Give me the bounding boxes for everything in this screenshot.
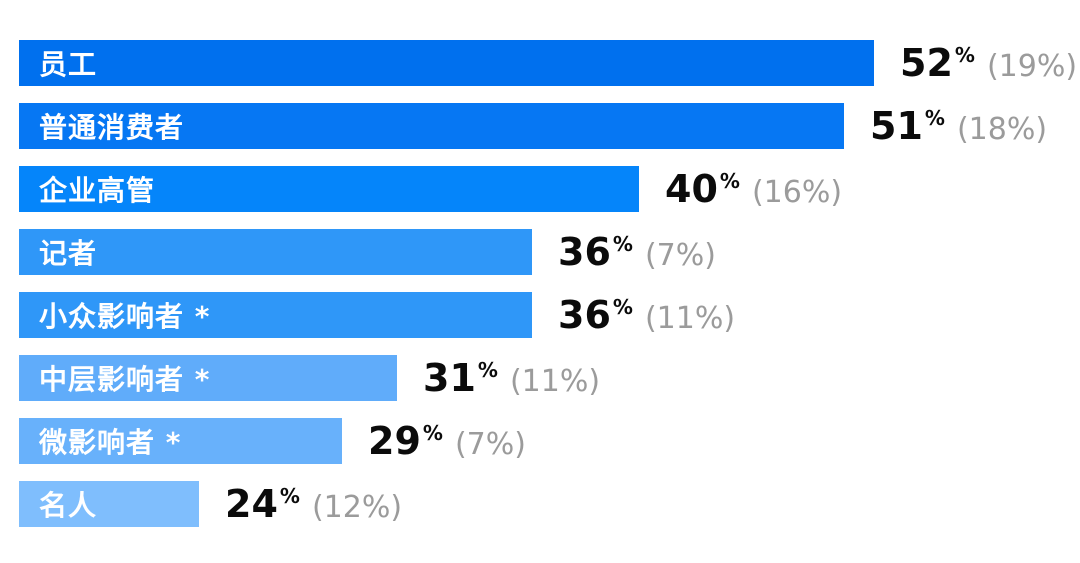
bar-value-parenthetical: (16%) xyxy=(751,175,843,210)
bar-value: 24% (12%) xyxy=(225,482,402,526)
bar-value: 31% (11%) xyxy=(423,356,600,400)
bar-value-parenthetical: (11%) xyxy=(509,364,601,399)
percent-sign: % xyxy=(924,106,945,130)
bar-category-label: 中层影响者 * xyxy=(39,363,211,396)
bar-value-parenthetical: (7%) xyxy=(644,238,716,273)
bar-value-primary: 36 xyxy=(558,293,611,337)
bar-value-parenthetical: (19%) xyxy=(986,49,1078,84)
bar: 记者 xyxy=(19,229,532,275)
bar-row: 小众影响者 * 36% (11%) xyxy=(19,292,1080,338)
bar-category-label: 微影响者 * xyxy=(39,426,182,459)
percent-sign: % xyxy=(612,295,633,319)
bar: 名人 xyxy=(19,481,199,527)
bar-value-primary: 40 xyxy=(665,167,718,211)
bar-value-primary: 29 xyxy=(368,419,421,463)
bar-row: 微影响者 * 29% (7%) xyxy=(19,418,1080,464)
percent-sign: % xyxy=(612,232,633,256)
bar-value: 40% (16%) xyxy=(665,167,842,211)
bar-value: 36% (7%) xyxy=(558,230,716,274)
bar-value-primary: 31 xyxy=(423,356,476,400)
bar: 中层影响者 * xyxy=(19,355,397,401)
bar-row: 普通消费者 51% (18%) xyxy=(19,103,1080,149)
bar-category-label: 员工 xyxy=(39,48,98,81)
bar-value: 51% (18%) xyxy=(870,104,1047,148)
bar-value-primary: 24 xyxy=(225,482,278,526)
bar-category-label: 普通消费者 xyxy=(39,111,185,144)
bar-value: 52% (19%) xyxy=(900,41,1077,85)
percent-sign: % xyxy=(477,358,498,382)
bar-category-label: 企业高管 xyxy=(39,174,156,207)
bar: 微影响者 * xyxy=(19,418,342,464)
bar-value-primary: 51 xyxy=(870,104,923,148)
bar-value-parenthetical: (11%) xyxy=(644,301,736,336)
bar-value-primary: 52 xyxy=(900,41,953,85)
bar-value: 36% (11%) xyxy=(558,293,735,337)
bar-category-label: 小众影响者 * xyxy=(39,300,211,333)
bar-row: 企业高管 40% (16%) xyxy=(19,166,1080,212)
bar: 普通消费者 xyxy=(19,103,844,149)
bar-value-parenthetical: (18%) xyxy=(956,112,1048,147)
bar-category-label: 记者 xyxy=(39,237,98,270)
percent-sign: % xyxy=(954,43,975,67)
bar: 小众影响者 * xyxy=(19,292,532,338)
percent-sign: % xyxy=(422,421,443,445)
bar-value-primary: 36 xyxy=(558,230,611,274)
bar-chart: 员工 52% (19%) 普通消费者 51% (18%) 企业高管 40% (16%) 记者 36%… xyxy=(19,40,1080,544)
percent-sign: % xyxy=(719,169,740,193)
bar: 企业高管 xyxy=(19,166,639,212)
bar-row: 员工 52% (19%) xyxy=(19,40,1080,86)
bar: 员工 xyxy=(19,40,874,86)
bar-value-parenthetical: (12%) xyxy=(311,490,403,525)
bar-row: 记者 36% (7%) xyxy=(19,229,1080,275)
bar-row: 中层影响者 * 31% (11%) xyxy=(19,355,1080,401)
bar-value-parenthetical: (7%) xyxy=(454,427,526,462)
percent-sign: % xyxy=(279,484,300,508)
bar-value: 29% (7%) xyxy=(368,419,526,463)
bar-category-label: 名人 xyxy=(39,489,98,522)
bar-row: 名人 24% (12%) xyxy=(19,481,1080,527)
